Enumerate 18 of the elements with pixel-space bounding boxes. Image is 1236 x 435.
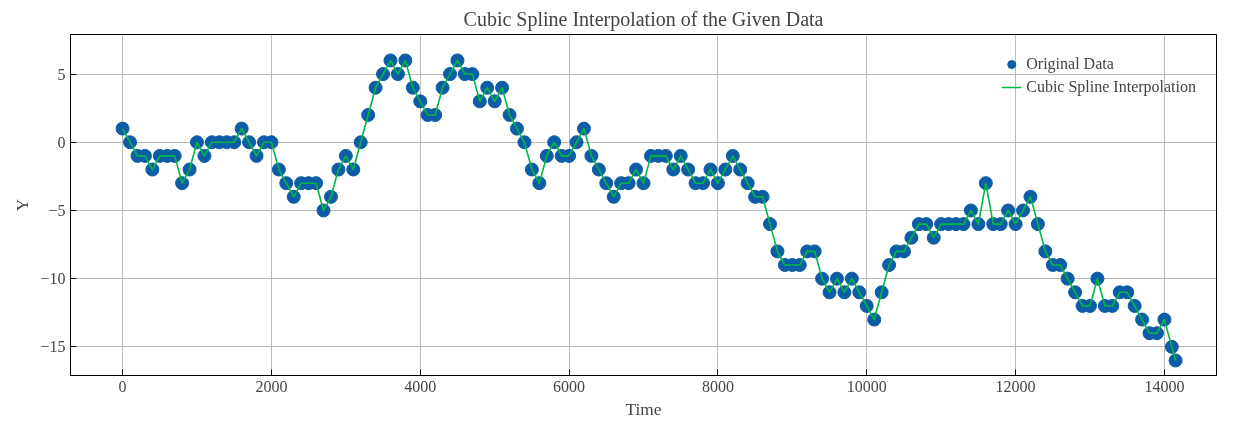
y-tick-label: −10 [40,270,66,288]
chart-title: Cubic Spline Interpolation of the Given Data [463,7,824,31]
x-tick-label: 4000 [404,377,437,395]
y-tick-label: 0 [57,133,66,151]
y-axis-title: Y [13,198,33,212]
x-axis-title: Time [625,399,662,419]
y-tick-label: −15 [40,338,66,356]
y-tick-label: 5 [57,65,66,83]
x-tick-label: 6000 [553,377,586,395]
x-tick-label: 14000 [1144,377,1185,395]
y-tick-label: −5 [48,201,66,219]
x-tick-label: 12000 [995,377,1036,395]
x-tick-label: 10000 [846,377,887,395]
x-tick-label: 8000 [701,377,734,395]
legend-label: Cubic Spline Interpolation [1026,78,1196,96]
x-tick-label: 2000 [255,377,288,395]
x-tick-label: 0 [118,377,127,395]
legend-label: Original Data [1026,55,1114,73]
